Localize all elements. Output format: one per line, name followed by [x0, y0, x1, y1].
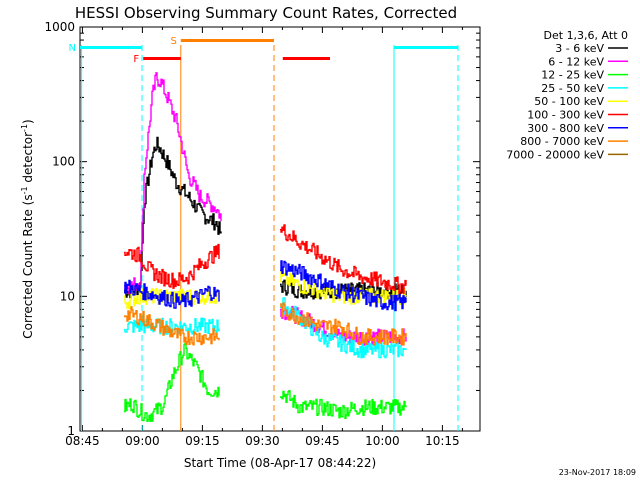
x-tick-label: 10:00 [365, 434, 400, 448]
y-axis-label-part1: Corrected Count Rate (s [21, 194, 35, 338]
flag-bar [394, 46, 458, 49]
x-tick-label: 09:45 [305, 434, 340, 448]
flag-bar [143, 57, 181, 60]
x-tick-label: 09:00 [125, 434, 160, 448]
x-tick-label: 09:15 [185, 434, 220, 448]
series-line [124, 243, 220, 289]
legend-label: 6 - 12 keV [548, 55, 604, 68]
timestamp: 23-Nov-2017 18:09 [559, 468, 636, 477]
series-line [124, 342, 220, 422]
legend-label: 100 - 300 keV [527, 109, 604, 122]
y-axis-label: Corrected Count Rate (s-1 detector-1) [20, 119, 35, 338]
y-axis-label-part3: ) [21, 119, 35, 124]
flag-label: S [170, 36, 176, 47]
series-line [124, 279, 220, 309]
series-lines [124, 72, 407, 422]
chart-title: HESSI Observing Summary Count Rates, Cor… [75, 4, 457, 22]
series-line [280, 260, 407, 312]
y-axis-label-sup2: -1 [20, 124, 29, 132]
y-tick-label: 1 [67, 424, 75, 438]
y-axis-label-sup1: -1 [20, 186, 29, 194]
series-line [124, 306, 220, 346]
legend-label: 25 - 50 keV [541, 82, 604, 95]
y-axis: 1 10 100 1000 [44, 20, 480, 438]
legend-label: 12 - 25 keV [541, 69, 604, 82]
series-line [280, 302, 407, 346]
x-tick-label: 09:30 [245, 434, 280, 448]
y-tick-label: 1000 [44, 20, 75, 34]
x-axis-label: Start Time (08-Apr-17 08:44:22) [184, 456, 376, 470]
flag-bar [80, 46, 142, 49]
flag-label: N [69, 43, 76, 54]
series-line [280, 390, 407, 419]
legend-label: 3 - 6 keV [555, 42, 604, 55]
x-tick-label: 08:45 [65, 434, 100, 448]
flag-bars: F N S [69, 36, 458, 65]
legend-title: Det 1,3,6, Att 0 [544, 29, 628, 42]
legend-label: 300 - 800 keV [527, 122, 604, 135]
x-axis: 08:45 09:00 09:15 09:30 09:45 10:00 10:15 [65, 27, 463, 448]
series-line [280, 269, 407, 305]
flag-bar [282, 57, 330, 60]
legend-label: 7000 - 20000 keV [506, 148, 604, 161]
x-tick-label: 10:15 [425, 434, 460, 448]
series-line [124, 317, 220, 335]
y-tick-label: 10 [60, 289, 75, 303]
y-tick-label: 100 [52, 155, 75, 169]
series-line [280, 224, 407, 294]
flag-bar [180, 39, 274, 42]
y-axis-label-part2: detector [21, 132, 35, 187]
plot-frame [79, 26, 481, 432]
flag-label: F [133, 54, 139, 65]
legend-label: 50 - 100 keV [534, 95, 604, 108]
legend-label: 800 - 7000 keV [520, 135, 604, 148]
time-markers [81, 45, 459, 431]
